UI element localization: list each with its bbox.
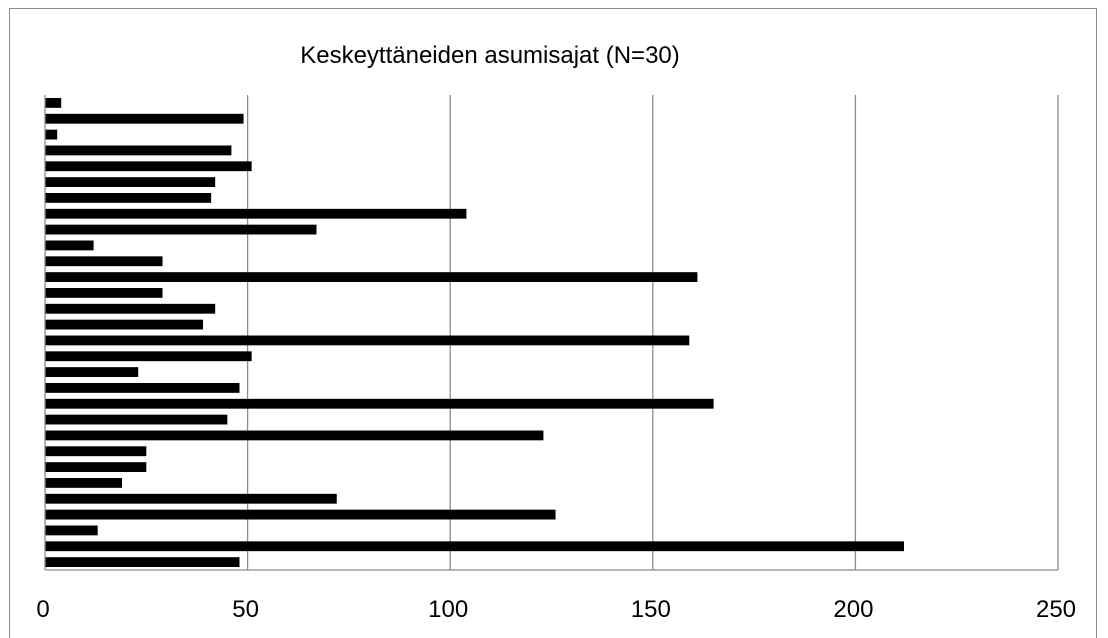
bar [45, 145, 232, 156]
x-tick-label: 50 [232, 596, 259, 623]
x-tick-label: 150 [631, 596, 671, 623]
bar [45, 462, 147, 472]
bar [45, 557, 240, 567]
bar [45, 319, 204, 330]
axes [44, 95, 1058, 571]
bar [45, 478, 122, 488]
bar [45, 335, 690, 346]
x-tick-label: 0 [36, 596, 49, 623]
bar [45, 177, 216, 187]
bar [45, 193, 212, 203]
bar [45, 288, 163, 298]
bar [45, 430, 544, 441]
chart-title: Keskeyttäneiden asumisajat (N=30) [300, 42, 680, 69]
bar [45, 129, 58, 140]
x-tick-label: 100 [428, 596, 468, 623]
bar [45, 398, 714, 409]
bars [45, 98, 905, 567]
bar [45, 113, 244, 124]
bar [45, 240, 94, 251]
bar [45, 303, 216, 314]
bar [45, 208, 467, 219]
bar [45, 224, 317, 235]
bar [45, 98, 62, 108]
bar [45, 383, 240, 393]
bar [45, 414, 228, 425]
bar [45, 541, 905, 552]
bar [45, 446, 147, 457]
bar [45, 367, 139, 377]
bar [45, 493, 337, 504]
gridlines [246, 95, 1059, 570]
bar [45, 351, 252, 362]
bar [45, 272, 698, 282]
bar [45, 509, 556, 520]
bar [45, 525, 98, 536]
x-tick-label: 200 [833, 596, 873, 623]
x-tick-labels: 0 50 100 150 200 250 [36, 596, 1076, 623]
bar [45, 256, 163, 267]
x-tick-label: 250 [1036, 596, 1076, 623]
bar [45, 161, 252, 172]
